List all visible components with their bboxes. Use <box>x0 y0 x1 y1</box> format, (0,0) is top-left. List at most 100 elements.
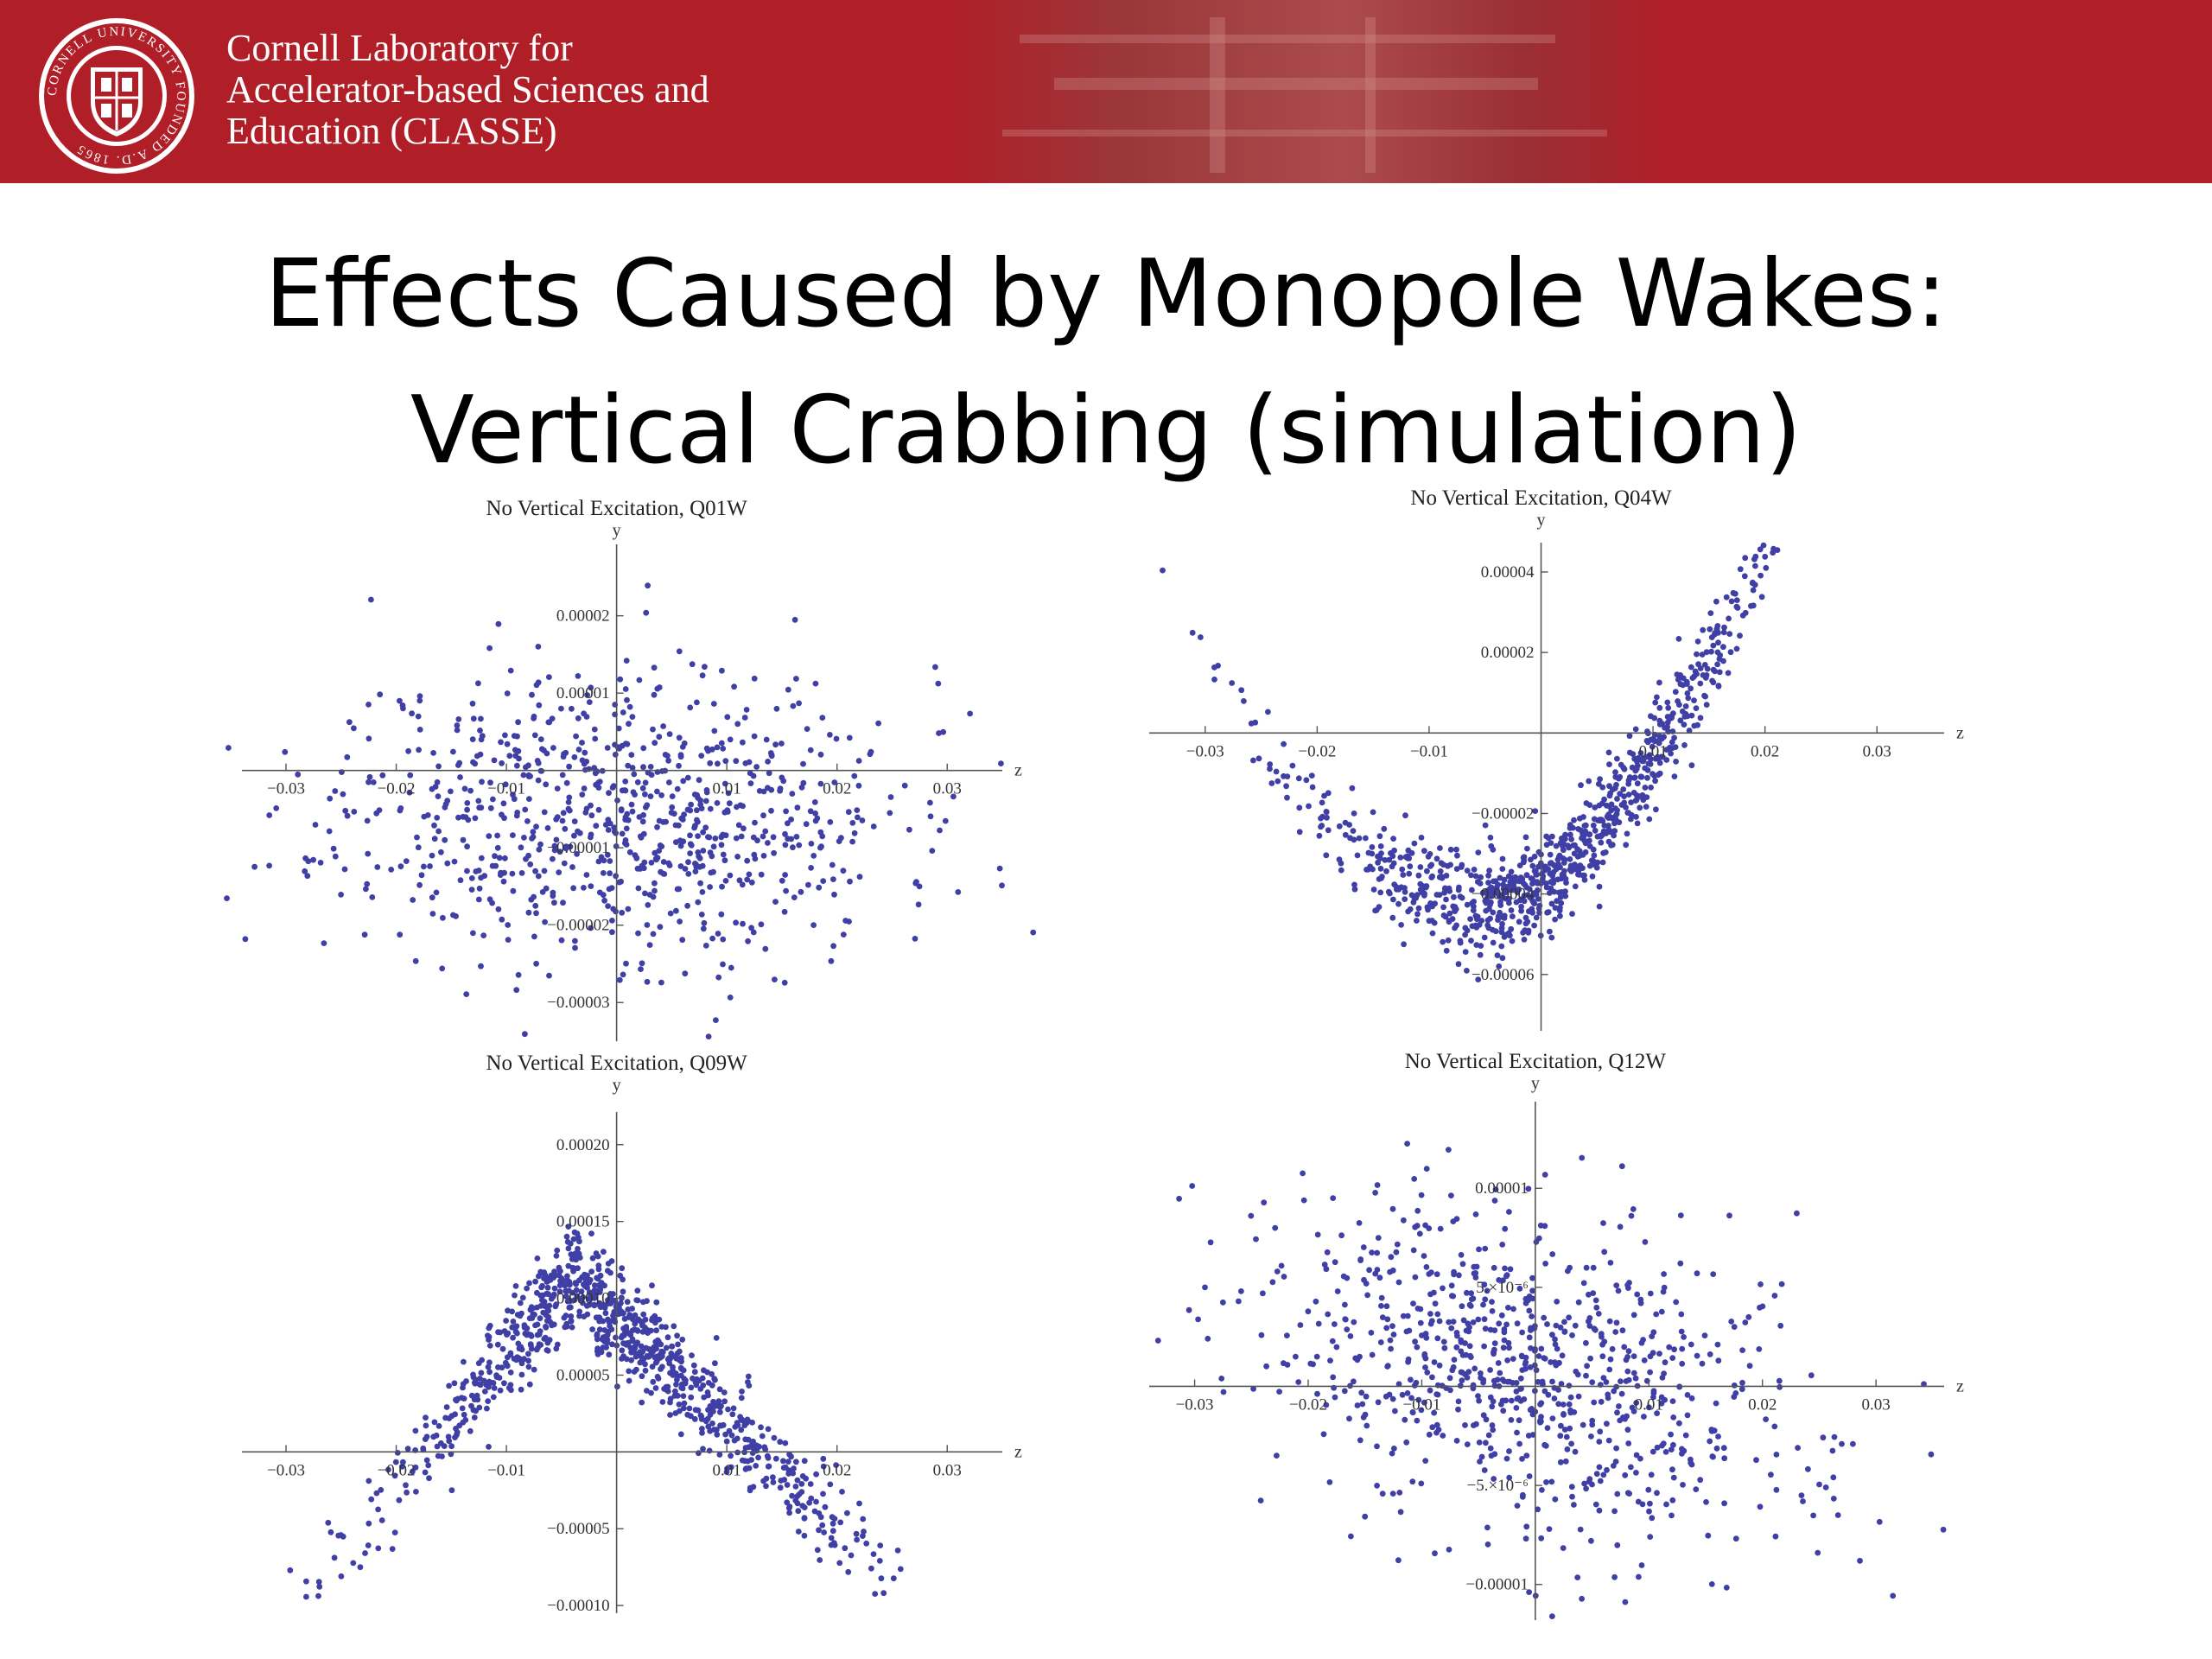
data-point <box>1491 1476 1497 1482</box>
data-point <box>689 661 696 668</box>
data-point <box>1274 778 1281 785</box>
data-point <box>744 857 751 864</box>
data-point <box>1597 1428 1604 1435</box>
data-point <box>1554 876 1561 883</box>
data-point <box>698 753 705 759</box>
data-point <box>1392 1408 1398 1414</box>
data-point <box>1325 827 1332 834</box>
chart-title: No Vertical Excitation, Q01W <box>486 497 748 520</box>
data-point <box>1692 668 1699 675</box>
data-point <box>1609 1345 1616 1352</box>
data-point <box>1753 1457 1759 1464</box>
data-point <box>1576 853 1583 859</box>
data-point <box>1648 785 1654 791</box>
data-point <box>749 1450 756 1456</box>
data-point <box>702 664 708 671</box>
data-point <box>1595 1311 1602 1317</box>
data-point <box>1622 1415 1628 1422</box>
data-point <box>1442 885 1448 892</box>
data-point <box>1731 1394 1738 1400</box>
data-point <box>1834 1512 1841 1518</box>
data-point <box>842 1545 849 1552</box>
data-point <box>1600 1220 1606 1226</box>
data-point <box>1417 1319 1424 1326</box>
data-point <box>1514 1429 1520 1436</box>
data-point <box>1296 804 1303 811</box>
data-point <box>486 645 493 652</box>
data-point <box>807 747 814 753</box>
data-point <box>1528 1345 1534 1351</box>
data-point <box>768 786 775 793</box>
data-point <box>710 868 716 875</box>
data-point <box>1653 806 1659 813</box>
data-point <box>782 872 788 878</box>
data-point <box>1625 1285 1631 1291</box>
data-point <box>474 1396 481 1403</box>
data-point <box>224 895 230 901</box>
data-point <box>505 1307 511 1314</box>
data-point <box>1680 682 1687 689</box>
data-point <box>1645 1486 1652 1493</box>
data-point <box>1409 1409 1416 1416</box>
data-point <box>1443 947 1450 954</box>
y-tick-label: 0.00004 <box>1481 563 1535 582</box>
data-point <box>1441 1344 1448 1351</box>
data-point <box>1508 925 1515 932</box>
data-point <box>836 1560 843 1567</box>
data-point <box>282 748 289 755</box>
data-point <box>1586 1318 1592 1325</box>
data-point <box>1611 1508 1618 1515</box>
data-point <box>738 1427 745 1433</box>
data-point <box>1564 1446 1571 1452</box>
data-point <box>765 759 771 765</box>
data-point <box>659 1363 665 1370</box>
data-point <box>375 1545 382 1552</box>
data-point <box>1411 840 1418 847</box>
data-point <box>674 1392 681 1399</box>
data-point <box>1488 899 1494 906</box>
data-point <box>637 1359 644 1366</box>
data-point <box>513 1323 520 1330</box>
data-point <box>1524 892 1531 898</box>
data-point <box>1680 1482 1686 1488</box>
data-point <box>677 752 684 758</box>
data-point <box>1502 1265 1508 1272</box>
data-point <box>636 677 643 683</box>
data-point <box>1395 1557 1402 1564</box>
data-point <box>1372 1190 1378 1196</box>
data-point <box>400 705 406 712</box>
data-point <box>1669 1512 1675 1519</box>
data-point <box>551 1272 558 1279</box>
data-point <box>1464 868 1471 874</box>
data-point <box>412 957 419 964</box>
data-point <box>1618 1378 1624 1384</box>
data-point <box>1598 1331 1605 1338</box>
data-point <box>1621 1344 1628 1351</box>
data-point <box>1440 861 1446 868</box>
data-point <box>813 1471 819 1478</box>
data-point <box>368 1496 375 1503</box>
data-point <box>526 1315 533 1322</box>
data-point <box>854 1536 860 1543</box>
data-point <box>595 1262 602 1268</box>
data-point <box>1543 833 1550 840</box>
data-point <box>575 747 582 753</box>
data-point <box>1625 777 1632 784</box>
data-point <box>409 710 415 717</box>
data-point <box>1590 846 1597 853</box>
data-point <box>1446 1319 1452 1325</box>
data-point <box>1535 1235 1542 1242</box>
data-point <box>541 868 548 874</box>
data-point <box>1535 1506 1541 1513</box>
data-point <box>998 760 1004 766</box>
data-point <box>1462 1422 1468 1428</box>
data-point <box>1555 1360 1562 1366</box>
data-point <box>589 1326 595 1332</box>
data-point <box>1160 567 1166 574</box>
data-point <box>1407 863 1414 870</box>
data-point <box>1830 1474 1837 1481</box>
data-point <box>535 777 542 784</box>
data-point <box>530 829 537 836</box>
data-point <box>1358 1389 1365 1396</box>
